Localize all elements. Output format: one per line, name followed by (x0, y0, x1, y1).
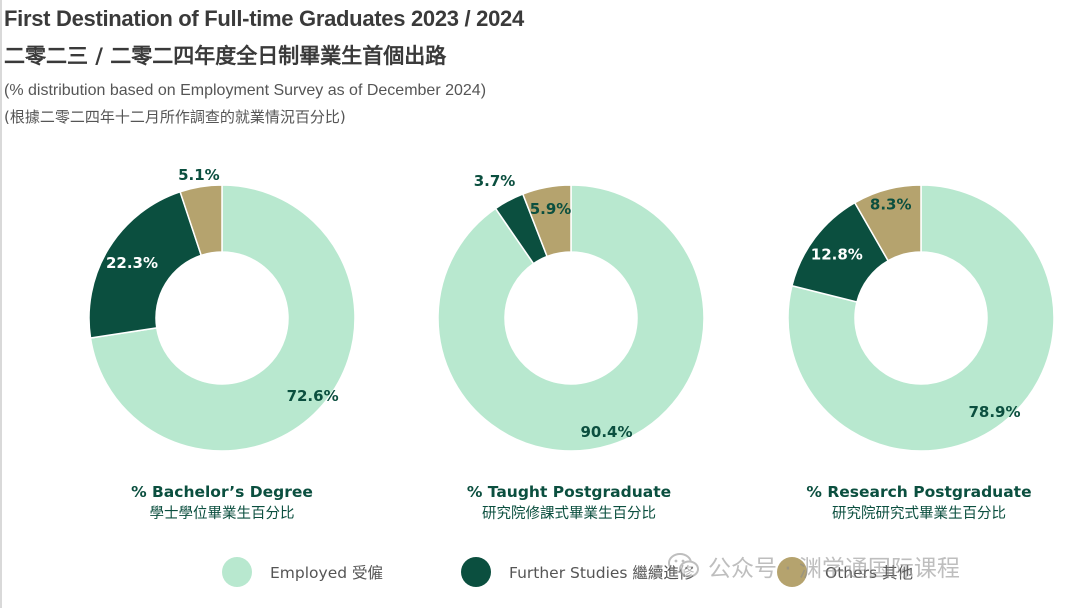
legend-label-employed: Employed 受僱 (270, 564, 383, 582)
label-taught-others: 5.9% (530, 200, 572, 218)
donut-taught: 90.4% 3.7% 5.9% (437, 172, 705, 452)
label-taught-employed: 90.4% (580, 423, 632, 441)
legend-swatch-further-studies (461, 557, 491, 587)
slice-taught-others (521, 184, 572, 258)
slice-taught-employed (437, 184, 705, 452)
caption-research-en: % Research Postgraduate (806, 483, 1032, 501)
slice-bachelor-others (179, 184, 223, 257)
caption-bachelor: % Bachelor’s Degree 學士學位畢業生百分比 (72, 481, 372, 525)
slice-research-others (853, 184, 922, 262)
slice-bachelor-further-studies (88, 190, 203, 339)
caption-bachelor-en: % Bachelor’s Degree (131, 483, 313, 501)
chart-title-en: First Destination of Full-time Graduates… (4, 6, 524, 31)
wechat-icon (668, 553, 699, 578)
chart-subtitle-en: (% distribution based on Employment Surv… (4, 82, 487, 99)
caption-bachelor-zh: 學士學位畢業生百分比 (149, 506, 295, 522)
label-research-employed: 78.9% (968, 403, 1020, 421)
legend-label-others: Others 其他 (825, 564, 914, 582)
legend-item-others: Others 其他 (777, 556, 913, 588)
slice-research-employed (787, 184, 1055, 452)
caption-taught-en: % Taught Postgraduate (466, 483, 672, 501)
legend-item-further-studies: Further Studies 繼續進修 (461, 556, 694, 588)
label-research-further-studies: 12.8% (811, 245, 863, 263)
legend-swatch-others (777, 557, 807, 587)
label-taught-further-studies: 3.7% (474, 172, 516, 190)
caption-research-zh: 研究院研究式畢業生百分比 (832, 506, 1006, 522)
legend-swatch-employed (222, 557, 252, 587)
legend-label-further-studies: Further Studies 繼續進修 (509, 564, 695, 582)
label-bachelor-others: 5.1% (178, 166, 220, 184)
chart-subtitle-zh: (根據二零二四年十二月所作調查的就業情況百分比) (4, 108, 346, 126)
donut-research: 78.9% 12.8% 8.3% (787, 184, 1055, 452)
watermark: 公众号 · 渊学通国际课程 (668, 546, 960, 586)
donut-bachelor: 72.6% 22.3% 5.1% (88, 166, 356, 452)
legend: Employed 受僱 Further Studies 繼續進修 Others … (0, 552, 1077, 592)
label-research-others: 8.3% (870, 196, 912, 214)
left-border (0, 0, 2, 608)
caption-research: % Research Postgraduate 研究院研究式畢業生百分比 (769, 481, 1069, 525)
legend-item-employed: Employed 受僱 (222, 556, 383, 588)
slice-bachelor-employed (89, 184, 356, 452)
caption-taught: % Taught Postgraduate 研究院修課式畢業生百分比 (419, 481, 719, 525)
chart-title-zh: 二零二三 / 二零二四年度全日制畢業生首個出路 (4, 44, 447, 68)
label-bachelor-employed: 72.6% (287, 387, 339, 405)
caption-taught-zh: 研究院修課式畢業生百分比 (482, 506, 656, 522)
watermark-text: 公众号 · 渊学通国际课程 (708, 556, 960, 582)
label-bachelor-further-studies: 22.3% (106, 254, 158, 272)
